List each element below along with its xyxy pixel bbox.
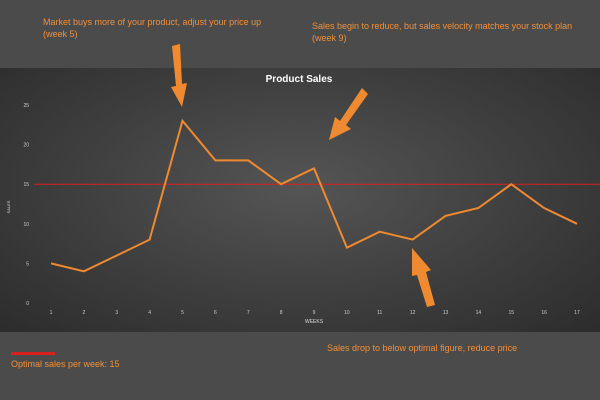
y-tick-label: 0 (26, 301, 29, 307)
x-axis-label: WEEKS (305, 319, 324, 325)
y-tick-label: 10 (23, 222, 29, 228)
annotation-week-9: Sales begin to reduce, but sales velocit… (312, 21, 573, 43)
x-tick-label: 1 (50, 310, 53, 316)
x-tick-label: 9 (313, 310, 316, 316)
x-tick-label: 11 (377, 310, 382, 316)
x-tick-label: 13 (443, 310, 449, 316)
sales-series-line (50, 118, 578, 273)
x-tick-label: 10 (344, 310, 350, 316)
y-tick-label: 5 (26, 261, 29, 267)
y-tick-label: 25 (23, 103, 29, 109)
x-tick-label: 15 (508, 310, 514, 316)
x-tick-label: 8 (280, 310, 283, 316)
annotation-week-5: Market buys more of your product, adjust… (43, 17, 262, 39)
arrow-down-week-5 (171, 44, 187, 107)
arrow-up-week-12 (412, 248, 435, 307)
optimal-line-legend-label: Optimal sales per week: 15 (11, 359, 120, 369)
chart-panel (0, 68, 600, 332)
x-tick-label: 6 (214, 310, 217, 316)
x-tick-label: 16 (541, 310, 547, 316)
x-tick-label: 2 (82, 310, 85, 316)
x-axis-ticks: 1 2 3 4 5 6 7 8 9 10 11 12 13 14 15 16 17 (50, 310, 580, 316)
x-tick-label: 17 (574, 310, 580, 316)
y-axis-label: SALES (6, 200, 11, 213)
x-tick-label: 4 (148, 310, 151, 316)
annotation-arrows (171, 44, 435, 307)
arrow-down-left-week-9 (329, 88, 368, 140)
x-tick-label: 7 (247, 310, 250, 316)
x-tick-label: 5 (181, 310, 184, 316)
x-tick-label: 3 (115, 310, 118, 316)
y-tick-label: 15 (23, 182, 29, 188)
y-axis-ticks: 0 5 10 15 20 25 (23, 103, 29, 307)
y-tick-label: 20 (23, 143, 29, 149)
annotation-week-12: Sales drop to below optimal figure, redu… (327, 343, 518, 353)
optimal-line-legend-swatch (11, 352, 55, 355)
x-tick-label: 14 (476, 310, 482, 316)
chart-title: Product Sales (266, 74, 333, 85)
x-tick-label: 12 (410, 310, 416, 316)
